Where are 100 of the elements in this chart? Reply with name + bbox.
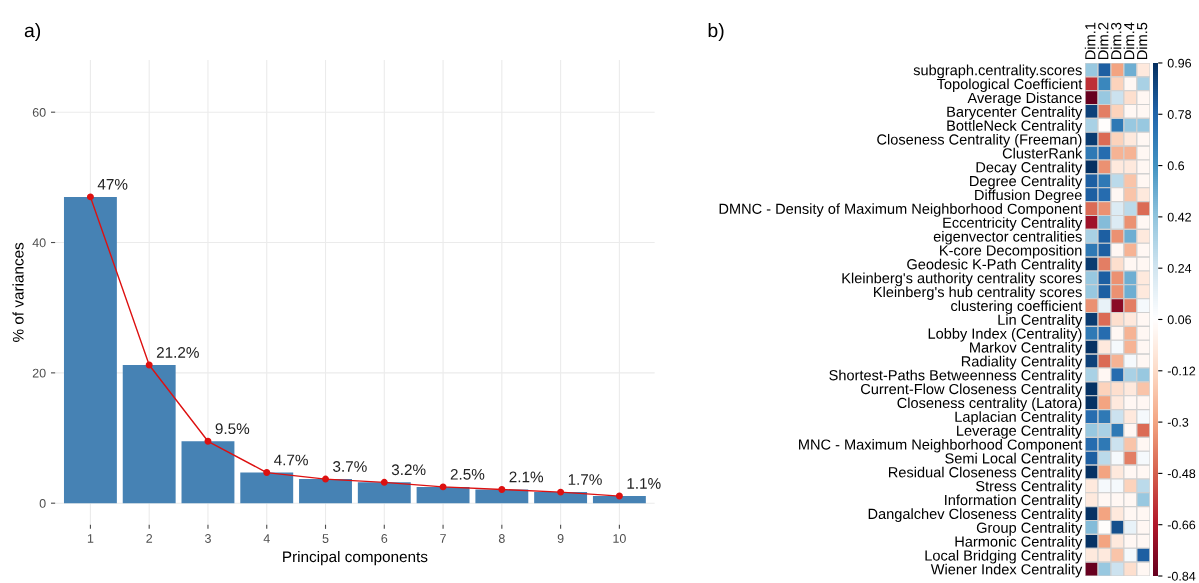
- y-tick-label: Topological Coefficient: [937, 78, 1083, 93]
- y-tick-label: Wiener Index Centrality: [930, 563, 1083, 578]
- x-axis-title: Principal components: [283, 550, 428, 566]
- y-tick-label: Harmonic Centrality: [955, 536, 1083, 550]
- y-tick-label: eigenvector centralities: [933, 231, 1082, 245]
- color-bar-label: -0.84: [1167, 571, 1196, 581]
- color-bar-label: 0.6: [1167, 161, 1185, 171]
- color-bar-label: 0.78: [1167, 110, 1192, 119]
- color-bar-label: -0.3: [1167, 417, 1189, 427]
- x-tick-label: 1: [87, 534, 94, 543]
- y-tick-label: Lobby Index (Centrality): [928, 328, 1082, 342]
- y-tick-label: Degree Centrality: [970, 175, 1083, 190]
- bar: [240, 472, 294, 504]
- data-label: 1.1%: [627, 478, 661, 489]
- y-tick-label: Radiality Centrality: [961, 355, 1083, 370]
- data-label: 47%: [97, 178, 128, 190]
- x-tick-label: Dim.5: [1136, 22, 1148, 59]
- color-bar-label: 0.24: [1167, 263, 1192, 273]
- data-label: 9.5%: [215, 423, 250, 435]
- y-tick-label: Closeness centrality (Latora): [897, 397, 1082, 411]
- point: [380, 478, 388, 486]
- x-tick-label: 4: [263, 534, 270, 543]
- data-label: 1.7%: [568, 474, 602, 485]
- x-tick-label: 5: [322, 534, 329, 543]
- y-tick-label: Barycenter Centrality: [947, 106, 1083, 120]
- y-tick-label: 60: [32, 107, 46, 117]
- x-tick-label: 7: [440, 534, 446, 543]
- x-tick-label: Dim.3: [1110, 22, 1122, 59]
- y-tick-label: Semi Local Centrality: [945, 452, 1083, 467]
- y-tick-label: clustering coefficient: [951, 300, 1083, 314]
- point: [263, 469, 271, 477]
- y-tick-label: Laplacian Centrality: [955, 411, 1083, 425]
- color-bar-label: 0.06: [1167, 315, 1192, 325]
- data-label: 2.5%: [450, 468, 485, 480]
- y-tick-label: Average Distance: [967, 92, 1082, 106]
- bar: [357, 482, 411, 504]
- point: [498, 486, 506, 493]
- y-tick-label: Dangalchev Closeness Centrality: [868, 508, 1083, 522]
- y-tick-label: 0: [39, 499, 46, 508]
- data-label: 2.1%: [509, 471, 544, 483]
- y-tick-label: K-core Decomposition: [940, 244, 1082, 259]
- bar: [122, 365, 176, 504]
- y-tick-label: Residual Closeness Centrality: [888, 466, 1083, 481]
- y-tick-label: 20: [32, 368, 46, 378]
- y-tick-label: MNC - Maximum Neighborhood Component: [799, 438, 1083, 453]
- x-tick-label: Dim.2: [1097, 22, 1109, 59]
- bar: [416, 486, 470, 504]
- y-tick-label: Information Centrality: [945, 494, 1083, 509]
- point: [615, 492, 623, 500]
- point: [204, 437, 212, 445]
- x-tick-label: 3: [204, 534, 211, 543]
- bar: [592, 496, 646, 504]
- x-tick-label: 2: [146, 534, 153, 543]
- y-tick-label: Diffusion Degree: [975, 189, 1082, 203]
- y-tick-label: Group Centrality: [976, 522, 1083, 536]
- point: [145, 361, 153, 369]
- data-label: 3.7%: [333, 461, 367, 472]
- y-tick-label: Lin Centrality: [998, 314, 1083, 328]
- x-tick-label: Dim.1: [1084, 22, 1096, 59]
- y-tick-label: Current-Flow Closeness Centrality: [861, 383, 1083, 398]
- point: [439, 483, 447, 491]
- text: a): [24, 23, 41, 42]
- y-tick-label: DMNC - Density of Maximum Neighborhood Component: [719, 203, 1083, 217]
- bar: [299, 479, 352, 504]
- data-label: 3.2%: [391, 464, 426, 476]
- y-tick-label: BottleNeck Centrality: [947, 120, 1083, 134]
- bar: [534, 492, 588, 504]
- y-tick-label: Leverage Centrality: [957, 425, 1083, 439]
- y-tick-label: Kleinberg's authority centrality scores: [842, 272, 1082, 287]
- text: b): [708, 23, 724, 42]
- bar: [475, 489, 529, 504]
- y-tick-label: Closeness Centrality (Freeman): [877, 133, 1082, 148]
- y-tick-label: Markov Centrality: [970, 341, 1083, 356]
- data-label: 4.7%: [274, 454, 308, 466]
- color-bar-label: -0.66: [1167, 520, 1196, 530]
- y-axis-title: % of variances: [12, 242, 24, 342]
- y-tick-label: Shortest-Paths Betweenness Centrality: [829, 369, 1083, 384]
- bar: [63, 196, 117, 504]
- y-tick-label: 40: [32, 238, 46, 248]
- y-tick-label: Stress Centrality: [976, 480, 1083, 495]
- y-tick-label: Kleinberg's hub centrality scores: [874, 286, 1082, 301]
- x-tick-label: 10: [613, 534, 626, 543]
- color-bar-label: 0.96: [1167, 58, 1192, 68]
- x-tick-label: 6: [381, 534, 388, 543]
- y-tick-label: Local Bridging Centrality: [925, 549, 1083, 564]
- color-bar-label: -0.48: [1167, 469, 1196, 479]
- data-label: 21.2%: [156, 347, 199, 358]
- bar: [181, 441, 235, 504]
- point: [557, 488, 565, 496]
- x-tick-label: Dim.4: [1123, 22, 1135, 59]
- color-bar-label: -0.12: [1167, 366, 1196, 376]
- point: [86, 193, 94, 201]
- y-tick-label: ClusterRank: [1002, 147, 1083, 159]
- y-tick-label: subgraph.centrality.scores: [913, 64, 1082, 79]
- color-bar-label: 0.42: [1167, 212, 1191, 222]
- point: [322, 475, 329, 483]
- x-tick-label: 9: [557, 534, 564, 543]
- y-tick-label: Eccentricity Centrality: [943, 217, 1083, 231]
- x-tick-label: 8: [498, 534, 505, 543]
- y-tick-label: Decay Centrality: [976, 161, 1083, 176]
